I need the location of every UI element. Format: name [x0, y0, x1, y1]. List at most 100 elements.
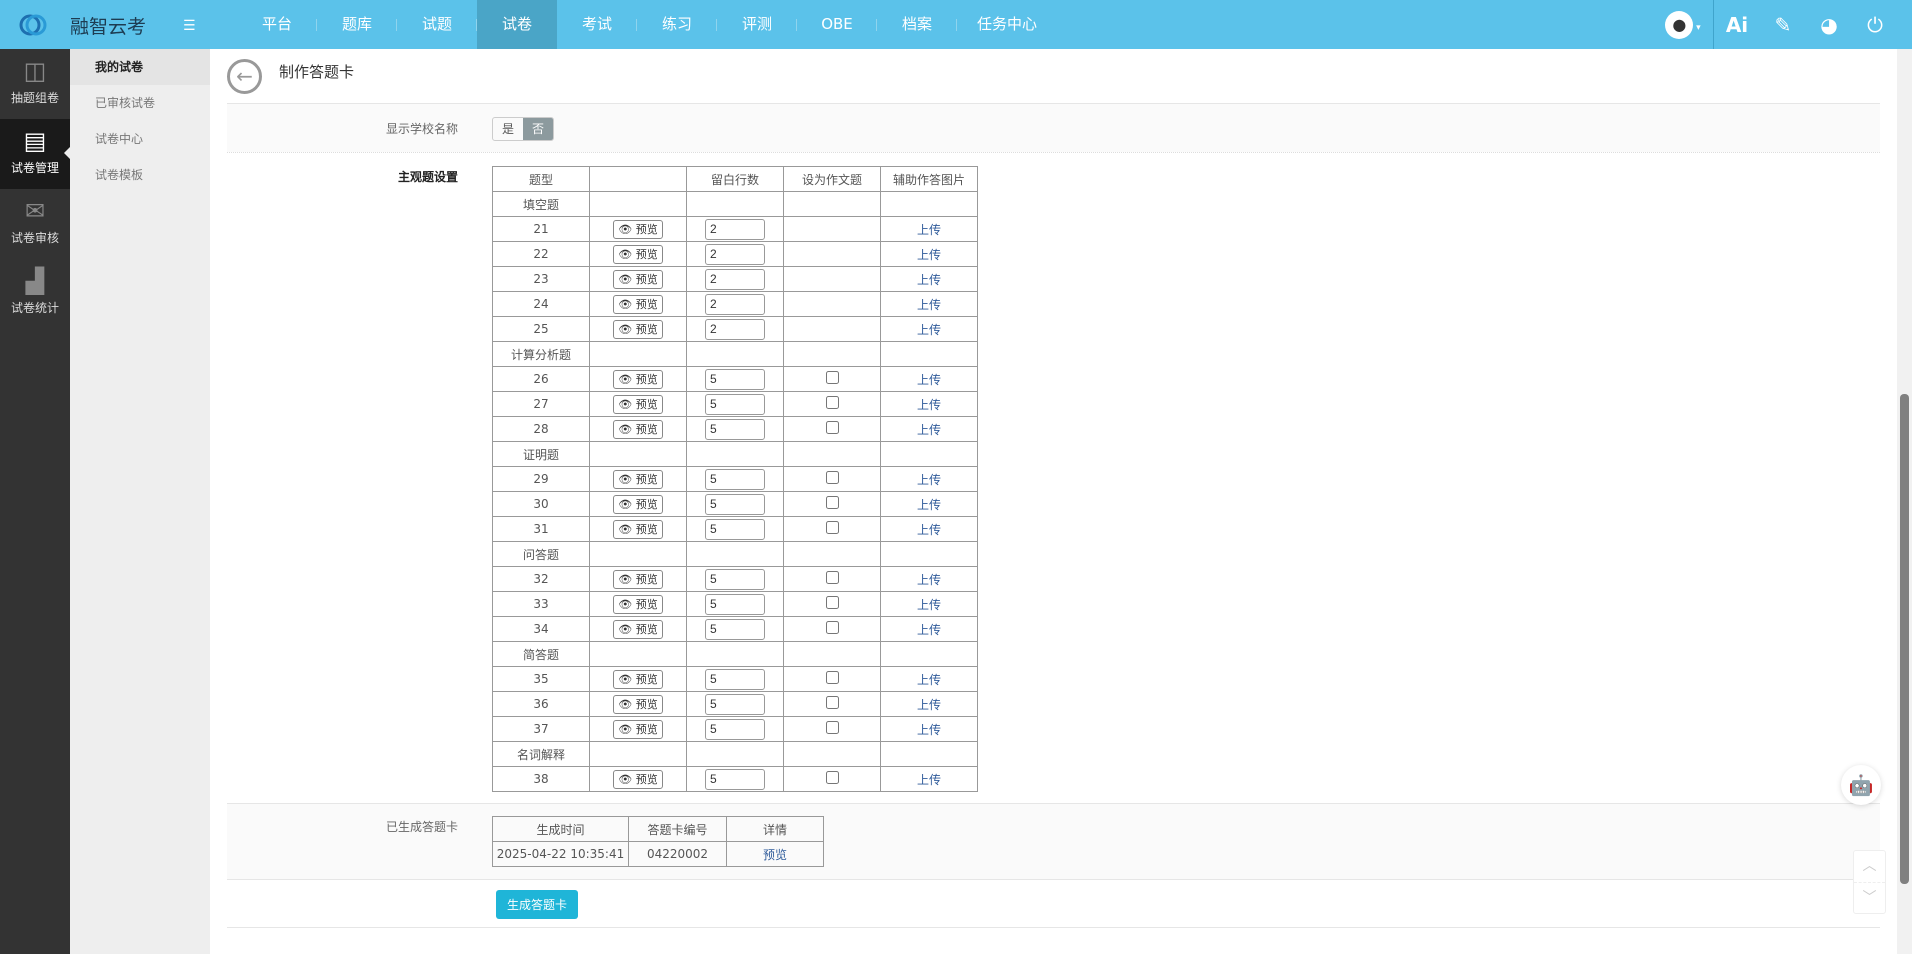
ai-icon[interactable]: Ai	[1725, 12, 1749, 37]
upload-link[interactable]: 上传	[916, 572, 941, 587]
upload-link[interactable]: 上传	[916, 422, 941, 437]
tab-8[interactable]: 档案	[877, 0, 957, 49]
blank-lines-input[interactable]	[705, 468, 765, 490]
tab-9[interactable]: 任务中心	[976, 15, 1037, 33]
blank-lines-input[interactable]	[705, 243, 765, 265]
upload-link[interactable]: 上传	[916, 247, 941, 262]
menu-toggle-icon[interactable]: ☰	[183, 18, 196, 34]
blank-lines-input[interactable]	[705, 568, 765, 590]
tab-1[interactable]: 题库	[317, 0, 397, 49]
palette-icon[interactable]: ◕	[1820, 12, 1838, 37]
scrollbar[interactable]	[1897, 49, 1912, 954]
essay-checkbox[interactable]	[825, 496, 839, 509]
blank-lines-input[interactable]	[705, 718, 765, 740]
blank-lines-input[interactable]	[705, 368, 765, 390]
preview-button[interactable]: 👁 预览	[613, 569, 663, 589]
upload-link[interactable]: 上传	[916, 697, 941, 712]
preview-button[interactable]: 👁 预览	[613, 419, 663, 439]
school-name-toggle[interactable]: 是 否	[492, 117, 554, 141]
blank-lines-input[interactable]	[705, 618, 765, 640]
preview-button[interactable]: 👁 预览	[613, 769, 663, 789]
preview-link[interactable]: 预览	[762, 847, 787, 862]
tab-5[interactable]: 练习	[637, 0, 717, 49]
upload-link[interactable]: 上传	[916, 597, 941, 612]
sidebar-item-3[interactable]: ▟ 试卷统计	[0, 259, 70, 329]
scrollbar-thumb[interactable]	[1900, 394, 1909, 884]
preview-button[interactable]: 👁 预览	[613, 669, 663, 689]
preview-button[interactable]: 👁 预览	[613, 719, 663, 739]
blank-lines-input[interactable]	[705, 393, 765, 415]
blank-lines-input[interactable]	[705, 218, 765, 240]
upload-link[interactable]: 上传	[916, 772, 941, 787]
help-edit-icon[interactable]: ✎	[1774, 12, 1792, 37]
blank-lines-input[interactable]	[705, 268, 765, 290]
essay-checkbox[interactable]	[825, 771, 839, 784]
tab-7[interactable]: OBE	[797, 0, 877, 49]
avatar[interactable]: ● ▾	[1653, 10, 1713, 39]
generate-card-button[interactable]: 生成答题卡	[496, 890, 578, 919]
scroll-down-icon[interactable]: ﹀	[1862, 890, 1877, 906]
subnav-item-3[interactable]: 试卷模板	[95, 168, 144, 182]
essay-checkbox[interactable]	[825, 471, 839, 484]
upload-link[interactable]: 上传	[916, 472, 941, 487]
preview-button[interactable]: 👁 预览	[613, 294, 663, 314]
tab-6[interactable]: 评测	[717, 0, 797, 49]
upload-link[interactable]: 上传	[916, 672, 941, 687]
upload-link[interactable]: 上传	[916, 322, 941, 337]
toggle-no[interactable]: 否	[523, 118, 553, 140]
preview-button[interactable]: 👁 预览	[613, 319, 663, 339]
preview-button[interactable]: 👁 预览	[613, 244, 663, 264]
subnav-item-2[interactable]: 试卷中心	[95, 132, 144, 146]
blank-lines-input[interactable]	[705, 593, 765, 615]
essay-checkbox[interactable]	[825, 596, 839, 609]
upload-link[interactable]: 上传	[916, 497, 941, 512]
upload-link[interactable]: 上传	[916, 372, 941, 387]
blank-lines-input[interactable]	[705, 518, 765, 540]
tab-4[interactable]: 考试	[557, 0, 637, 49]
power-icon[interactable]: ⏻	[1867, 12, 1883, 37]
preview-button[interactable]: 👁 预览	[613, 219, 663, 239]
preview-button[interactable]: 👁 预览	[613, 519, 663, 539]
essay-checkbox[interactable]	[825, 396, 839, 409]
blank-lines-input[interactable]	[705, 493, 765, 515]
essay-checkbox[interactable]	[825, 521, 839, 534]
robot-assistant-icon[interactable]: 🤖	[1841, 765, 1881, 805]
upload-link[interactable]: 上传	[916, 297, 941, 312]
preview-button[interactable]: 👁 预览	[613, 269, 663, 289]
upload-link[interactable]: 上传	[916, 222, 941, 237]
preview-button[interactable]: 👁 预览	[613, 469, 663, 489]
upload-link[interactable]: 上传	[916, 522, 941, 537]
upload-link[interactable]: 上传	[916, 622, 941, 637]
sidebar-item-0[interactable]: ◫ 抽题组卷	[0, 49, 70, 119]
essay-checkbox[interactable]	[825, 621, 839, 634]
scroll-up-icon[interactable]: ︿	[1854, 851, 1885, 883]
preview-button[interactable]: 👁 预览	[613, 394, 663, 414]
essay-checkbox[interactable]	[825, 721, 839, 734]
essay-checkbox[interactable]	[825, 421, 839, 434]
essay-checkbox[interactable]	[825, 671, 839, 684]
preview-button[interactable]: 👁 预览	[613, 619, 663, 639]
preview-button[interactable]: 👁 预览	[613, 694, 663, 714]
back-button[interactable]: ←	[227, 59, 262, 94]
sidebar-item-1[interactable]: ▤ 试卷管理	[0, 119, 70, 189]
blank-lines-input[interactable]	[705, 293, 765, 315]
essay-checkbox[interactable]	[825, 571, 839, 584]
blank-lines-input[interactable]	[705, 768, 765, 790]
blank-lines-input[interactable]	[705, 418, 765, 440]
blank-lines-input[interactable]	[705, 693, 765, 715]
tab-3[interactable]: 试卷	[477, 0, 557, 49]
blank-lines-input[interactable]	[705, 668, 765, 690]
essay-checkbox[interactable]	[825, 696, 839, 709]
upload-link[interactable]: 上传	[916, 272, 941, 287]
essay-checkbox[interactable]	[825, 371, 839, 384]
preview-button[interactable]: 👁 预览	[613, 594, 663, 614]
sidebar-item-2[interactable]: ✉ 试卷审核	[0, 189, 70, 259]
toggle-yes[interactable]: 是	[501, 122, 514, 136]
upload-link[interactable]: 上传	[916, 397, 941, 412]
subnav-item-0[interactable]: 我的试卷	[70, 49, 210, 85]
tab-0[interactable]: 平台	[237, 0, 317, 49]
preview-button[interactable]: 👁 预览	[613, 369, 663, 389]
tab-2[interactable]: 试题	[397, 0, 477, 49]
upload-link[interactable]: 上传	[916, 722, 941, 737]
blank-lines-input[interactable]	[705, 318, 765, 340]
